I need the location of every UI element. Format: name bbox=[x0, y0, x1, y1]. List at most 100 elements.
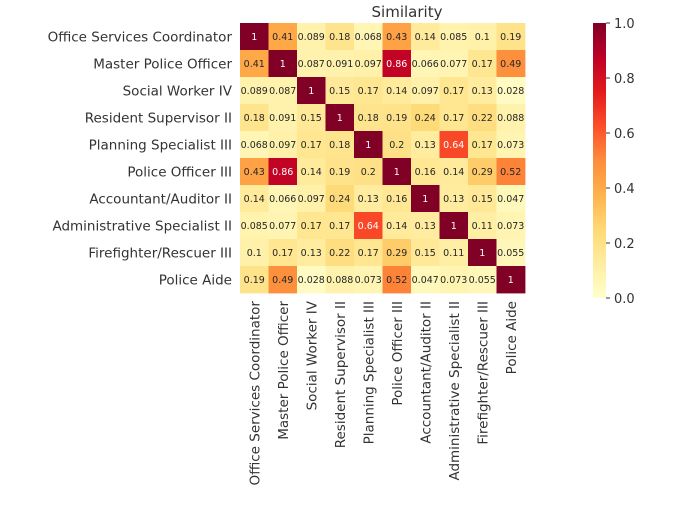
column-label: Accountant/Auditor II bbox=[418, 301, 434, 444]
cell-value-label: 0.18 bbox=[244, 113, 265, 124]
heatmap-cell bbox=[325, 77, 355, 105]
heatmap-cell bbox=[411, 185, 440, 213]
heatmap-cell bbox=[411, 266, 440, 294]
cell-value-label: 0.16 bbox=[415, 167, 436, 178]
cell-value-label: 0.091 bbox=[326, 59, 353, 70]
heatmap-cell bbox=[496, 23, 526, 51]
cell-value-label: 0.24 bbox=[415, 113, 436, 124]
cell-value-label: 0.077 bbox=[269, 221, 296, 232]
cell-value-label: 1 bbox=[365, 140, 371, 151]
colorbar-tick-label: 0.2 bbox=[614, 237, 635, 252]
cell-value-label: 0.17 bbox=[301, 221, 322, 232]
cell-value-label: 0.066 bbox=[269, 194, 296, 205]
row-label: Social Worker IV bbox=[123, 84, 233, 100]
heatmap-cell bbox=[468, 50, 497, 78]
cell-value-label: 0.17 bbox=[329, 221, 350, 232]
heatmap-cell bbox=[439, 50, 469, 78]
cell-value-label: 1 bbox=[394, 167, 400, 178]
heatmap-cell bbox=[411, 50, 440, 78]
cell-value-label: 0.14 bbox=[443, 167, 464, 178]
heatmap-cell bbox=[240, 266, 269, 294]
heatmap-cell bbox=[496, 239, 526, 267]
cell-value-label: 0.077 bbox=[440, 59, 467, 70]
cell-value-label: 0.41 bbox=[244, 59, 265, 70]
heatmap-cell bbox=[496, 50, 526, 78]
cell-value-label: 0.17 bbox=[443, 113, 464, 124]
cell-value-label: 0.1 bbox=[475, 32, 490, 43]
colorbar-tick-label: 0.4 bbox=[614, 182, 635, 197]
heatmap-cell bbox=[411, 239, 440, 267]
column-labels: Office Services Coordinator Master Police… bbox=[247, 300, 520, 485]
cell-value-label: 0.86 bbox=[386, 59, 407, 70]
heatmap-cell bbox=[240, 50, 269, 78]
cell-value-label: 0.073 bbox=[440, 275, 467, 286]
row-label: Firefighter/Rescuer III bbox=[88, 246, 232, 262]
cell-value-label: 0.15 bbox=[415, 248, 436, 259]
cell-value-label: 0.15 bbox=[329, 86, 350, 97]
heatmap-cell bbox=[297, 104, 326, 132]
heatmap-cell bbox=[496, 266, 526, 294]
cell-value-label: 1 bbox=[508, 275, 514, 286]
cell-value-label: 0.29 bbox=[472, 167, 493, 178]
heatmap-cell bbox=[297, 77, 326, 105]
cell-value-label: 0.17 bbox=[472, 140, 493, 151]
heatmap-cell bbox=[496, 158, 526, 186]
colorbar-gradient bbox=[593, 23, 606, 298]
heatmap-cell bbox=[240, 23, 269, 51]
cell-value-label: 0.14 bbox=[301, 167, 322, 178]
heatmap-cell bbox=[268, 239, 298, 267]
cell-value-label: 0.097 bbox=[269, 140, 296, 151]
row-labels: Office Services Coordinator Master Police… bbox=[48, 30, 233, 289]
heatmap-cell bbox=[297, 212, 326, 240]
cell-value-label: 0.15 bbox=[301, 113, 322, 124]
cell-value-label: 0.089 bbox=[298, 32, 325, 43]
cell-value-label: 1 bbox=[479, 248, 485, 259]
heatmap-cell bbox=[354, 104, 383, 132]
heatmap-cell bbox=[382, 266, 412, 294]
cell-value-label: 0.17 bbox=[358, 248, 379, 259]
heatmap-cell bbox=[382, 104, 412, 132]
cell-value-label: 0.17 bbox=[272, 248, 293, 259]
heatmap-cell bbox=[382, 185, 412, 213]
heatmap-cell bbox=[268, 158, 298, 186]
cell-value-label: 0.088 bbox=[497, 113, 524, 124]
heatmap-cell bbox=[496, 212, 526, 240]
cell-value-label: 0.073 bbox=[497, 221, 524, 232]
heatmap-cell bbox=[325, 212, 355, 240]
heatmap-cell bbox=[439, 185, 469, 213]
cell-value-label: 0.19 bbox=[244, 275, 265, 286]
cell-value-label: 0.19 bbox=[329, 167, 350, 178]
heatmap-cell bbox=[240, 158, 269, 186]
heatmap-cell bbox=[411, 158, 440, 186]
cell-value-label: 0.49 bbox=[272, 275, 293, 286]
heatmap-cell bbox=[297, 23, 326, 51]
cell-value-label: 0.068 bbox=[241, 140, 268, 151]
heatmap-cell bbox=[411, 212, 440, 240]
row-label: Resident Supervisor II bbox=[85, 111, 232, 127]
cell-value-label: 0.073 bbox=[355, 275, 382, 286]
cell-value-label: 0.17 bbox=[443, 86, 464, 97]
column-label: Administrative Specialist II bbox=[447, 301, 463, 481]
heatmap-cell bbox=[325, 185, 355, 213]
colorbar-tick-label: 0.8 bbox=[614, 72, 635, 87]
heatmap-cell bbox=[439, 212, 469, 240]
heatmap-cell bbox=[268, 131, 298, 159]
cell-value-label: 0.13 bbox=[415, 221, 436, 232]
cell-value-label: 0.097 bbox=[298, 194, 325, 205]
heatmap-cell bbox=[468, 185, 497, 213]
cell-value-label: 0.17 bbox=[301, 140, 322, 151]
heatmap-cell bbox=[268, 23, 298, 51]
cell-value-label: 0.087 bbox=[269, 86, 296, 97]
colorbar: 0.0 0.2 0.4 0.6 0.8 1.0 bbox=[593, 17, 635, 307]
heatmap-cell bbox=[325, 158, 355, 186]
heatmap-cell bbox=[439, 158, 469, 186]
heatmap-cell bbox=[325, 131, 355, 159]
cell-value-label: 0.088 bbox=[326, 275, 353, 286]
heatmap-cell bbox=[354, 131, 383, 159]
cell-value-label: 0.028 bbox=[298, 275, 325, 286]
cell-value-label: 0.52 bbox=[386, 275, 407, 286]
cell-value-label: 1 bbox=[422, 194, 428, 205]
heatmap-cell bbox=[439, 77, 469, 105]
row-label: Planning Specialist III bbox=[89, 138, 232, 154]
cell-value-label: 0.089 bbox=[241, 86, 268, 97]
